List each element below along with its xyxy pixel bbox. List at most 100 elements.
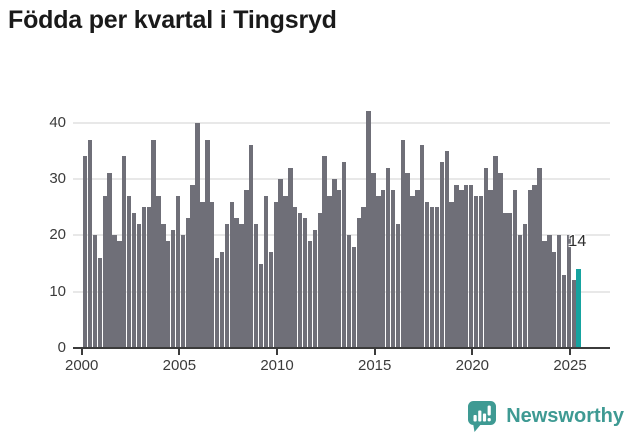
bar (376, 195, 381, 348)
bar (390, 190, 396, 348)
bar (429, 207, 435, 348)
bar (341, 162, 347, 348)
bar (136, 224, 142, 348)
bar (449, 201, 454, 348)
bar (234, 218, 239, 348)
y-tick-label: 20 (49, 226, 66, 244)
bar (459, 190, 464, 348)
gridline (73, 234, 610, 237)
bar (400, 139, 405, 348)
bar (200, 201, 205, 348)
newsworthy-icon (468, 401, 497, 432)
bar (293, 207, 298, 348)
bar (322, 156, 327, 348)
bar (444, 150, 449, 348)
bar (332, 179, 337, 348)
bar (146, 207, 151, 348)
bar (464, 184, 469, 348)
bar (483, 167, 488, 348)
bar (312, 229, 317, 348)
bar (112, 235, 117, 348)
bar (224, 224, 230, 348)
bar (244, 190, 249, 348)
bar (556, 235, 562, 348)
y-tick-label: 30 (49, 170, 66, 188)
x-axis-line (73, 347, 610, 349)
bar (117, 240, 122, 348)
bar (512, 190, 518, 348)
bar (307, 240, 313, 348)
bar (424, 201, 430, 348)
bar (468, 184, 474, 348)
bar (366, 111, 371, 348)
bar (131, 212, 137, 348)
bar (566, 235, 572, 348)
bar (107, 173, 112, 348)
bar-value-label: 14 (568, 233, 587, 251)
bar (571, 280, 576, 348)
bar (351, 246, 357, 348)
bar (385, 167, 391, 348)
bar (141, 207, 147, 348)
bar (205, 139, 210, 348)
x-tick-label: 2005 (162, 357, 197, 374)
bar (346, 235, 352, 348)
chart-title: Födda per kvartal i Tingsryd (8, 6, 337, 34)
y-tick-label: 10 (49, 282, 66, 300)
bar (214, 257, 220, 348)
bar (297, 212, 303, 348)
x-tick-mark (80, 349, 83, 355)
x-tick-mark (569, 349, 571, 355)
bar (195, 122, 200, 348)
bar (268, 252, 274, 348)
bar (527, 190, 532, 348)
bar (122, 156, 127, 348)
bar (249, 145, 254, 348)
bar (87, 139, 93, 348)
bar (229, 201, 234, 348)
bar (395, 224, 401, 348)
bar (288, 167, 293, 348)
bar (473, 195, 479, 348)
bar (151, 139, 156, 348)
bar (532, 184, 537, 348)
bar (415, 190, 420, 348)
bar (542, 240, 547, 348)
bar (258, 263, 264, 348)
bar (371, 173, 376, 348)
bar (180, 235, 186, 348)
bar (537, 167, 542, 348)
bar (410, 195, 415, 348)
x-tick-label: 2020 (455, 357, 490, 374)
bar (126, 195, 132, 348)
bar (83, 156, 88, 348)
gridline (73, 178, 610, 181)
bar (175, 195, 181, 348)
bar (302, 218, 308, 348)
x-tick-label: 2015 (357, 357, 392, 374)
bar (97, 257, 103, 348)
bar (273, 201, 278, 348)
bar (356, 218, 361, 348)
bar (166, 240, 171, 348)
bar (434, 207, 440, 348)
bar (361, 207, 366, 348)
x-tick-mark (373, 349, 376, 355)
bar (92, 235, 98, 348)
bar (517, 235, 523, 348)
bar (263, 195, 269, 348)
bar (488, 190, 493, 348)
bar (283, 195, 288, 348)
bar (253, 224, 259, 348)
bar (552, 252, 557, 348)
x-tick-label: 2025 (553, 357, 587, 374)
bar (493, 156, 498, 348)
bar (508, 212, 513, 348)
bar (337, 190, 342, 348)
bar (210, 201, 215, 348)
x-tick-mark (276, 349, 279, 355)
bar (561, 274, 567, 348)
bar (420, 145, 425, 348)
